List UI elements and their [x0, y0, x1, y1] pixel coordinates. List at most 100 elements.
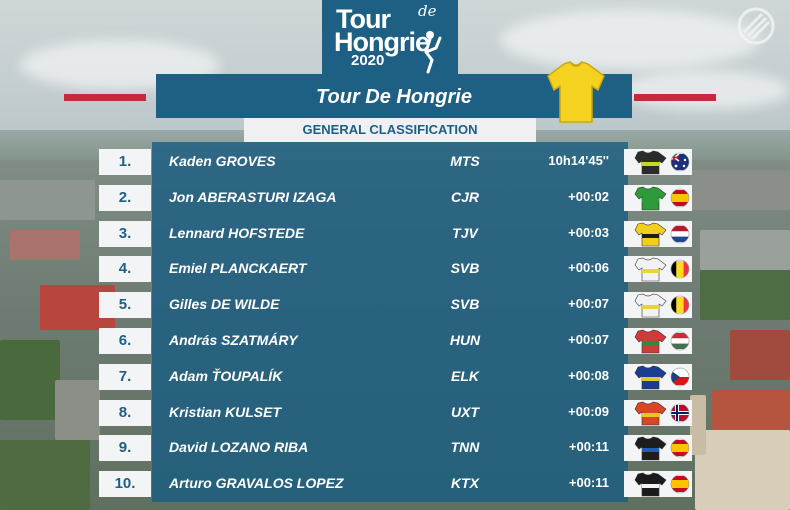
building [10, 230, 80, 260]
rider-name: David LOZANO RIBA [169, 439, 309, 456]
time-gap: 10h14'45'' [548, 153, 609, 168]
australia-flag-icon [670, 152, 690, 172]
building [730, 330, 790, 380]
team-code: HUN [449, 332, 481, 348]
table-row: 10. Arturo GRAVALOS LOPEZ KTX +00:11 [0, 470, 790, 498]
time-gap: +00:11 [568, 439, 609, 455]
jersey-flag-cell [624, 399, 692, 426]
table-row: 3. Lennard HOFSTEDE TJV +00:03 [0, 220, 790, 248]
jersey-flag-cell [624, 256, 692, 283]
building [0, 440, 90, 510]
norway-flag-icon [670, 403, 690, 422]
team-code: ELK [451, 367, 479, 384]
rider-name: Jon ABERASTURI IZAGA [169, 188, 337, 205]
jersey-cjr-icon [634, 186, 667, 211]
header-accent-line-left [64, 94, 146, 101]
team-code: UXT [451, 403, 479, 420]
rank-cell: 7. [99, 363, 151, 390]
building [0, 340, 60, 420]
belgium-flag-icon [670, 295, 690, 315]
time-gap: +00:09 [568, 403, 609, 419]
team-code: SVB [450, 296, 480, 313]
classification-subtitle-box: GENERAL CLASSIFICATION [244, 118, 536, 142]
jersey-mts-icon [634, 150, 667, 175]
table-row: 8. Kristian KULSET UXT +00:09 [0, 399, 790, 427]
race-title: Tour De Hongrie [316, 86, 472, 108]
czechia-flag-icon [670, 367, 690, 387]
jersey-flag-cell [624, 363, 692, 390]
rank-cell: 2. [99, 184, 151, 211]
jersey-svb-icon [634, 258, 667, 282]
rank-cell: 6. [99, 328, 151, 354]
belgium-flag-icon [670, 260, 690, 279]
rider-name: Lennard HOFSTEDE [169, 224, 305, 241]
building [695, 430, 790, 510]
time-gap: +00:07 [568, 296, 609, 312]
table-row: 9. David LOZANO RIBA TNN +00:11 [0, 434, 790, 462]
logo-year-text: 2020 [351, 52, 385, 69]
building [55, 380, 100, 440]
spain-flag-icon [670, 439, 690, 458]
jersey-flag-cell [624, 328, 692, 354]
team-code: TNN [450, 439, 480, 456]
time-gap: +00:07 [568, 332, 609, 347]
spain-flag-icon [670, 188, 690, 208]
jersey-flag-cell [624, 471, 692, 498]
table-row: 7. Adam ŤOUPALÍK ELK +00:08 [0, 363, 790, 391]
jersey-flag-cell [624, 149, 692, 175]
rank-cell: 4. [99, 256, 151, 283]
time-gap: +00:06 [568, 260, 609, 276]
table-row: 2. Jon ABERASTURI IZAGA CJR +00:02 [0, 184, 790, 212]
team-code: MTS [450, 153, 480, 169]
jersey-flag-cell [624, 435, 692, 462]
jersey-tjv-icon [634, 222, 667, 246]
time-gap: +00:11 [568, 475, 609, 491]
church-tower [690, 395, 706, 455]
jersey-flag-cell [624, 220, 692, 247]
jersey-hun-icon [634, 329, 667, 354]
yellow-jersey-icon [547, 61, 605, 123]
building [690, 170, 790, 210]
rank-cell: 8. [99, 399, 151, 426]
jersey-uxt-icon [634, 401, 667, 425]
team-code: CJR [450, 188, 479, 205]
building [700, 270, 790, 320]
team-code: KTX [451, 475, 479, 492]
tour-de-hongrie-logo: Tour de Hongrie 2020 [322, 0, 458, 76]
netherlands-flag-icon [670, 224, 690, 243]
broadcaster-logo-icon [737, 7, 775, 45]
building [700, 230, 790, 270]
jersey-flag-cell [624, 184, 692, 211]
rider-name: Adam ŤOUPALÍK [169, 367, 283, 384]
rank-cell: 10. [99, 471, 151, 498]
logo-hongrie-text: Hongrie [334, 27, 430, 57]
jersey-elk-icon [634, 365, 667, 390]
jersey-flag-cell [624, 292, 692, 319]
rank-cell: 9. [99, 435, 151, 462]
classification-subtitle: GENERAL CLASSIFICATION [302, 122, 478, 137]
time-gap: +00:03 [568, 224, 609, 240]
cloud [620, 70, 790, 110]
time-gap: +00:02 [568, 188, 609, 204]
logo-de-text: de [418, 2, 437, 20]
table-row: 6. András SZATMÁRY HUN +00:07 [0, 327, 790, 355]
rank-cell: 5. [99, 292, 151, 319]
jersey-svb-icon [634, 293, 667, 318]
table-row: 4. Emiel PLANCKAERT SVB +00:06 [0, 255, 790, 283]
rider-name: Gilles DE WILDE [169, 296, 280, 313]
building [712, 390, 790, 430]
header-accent-line-right [634, 94, 716, 101]
rank-cell: 1. [99, 149, 151, 175]
rider-name: András SZATMÁRY [169, 332, 298, 348]
jersey-ktx-icon [634, 472, 667, 497]
table-row: 1. Kaden GROVES MTS 10h14'45'' [0, 148, 790, 176]
rider-name: Kristian KULSET [169, 403, 282, 420]
table-row: 5. Gilles DE WILDE SVB +00:07 [0, 291, 790, 319]
team-code: TJV [452, 224, 478, 241]
rider-name: Kaden GROVES [169, 153, 276, 169]
rider-icon [424, 31, 442, 74]
rider-name: Arturo GRAVALOS LOPEZ [169, 475, 344, 492]
hungary-flag-icon [670, 331, 690, 351]
cloud [500, 10, 760, 70]
standings-panel [152, 142, 628, 502]
